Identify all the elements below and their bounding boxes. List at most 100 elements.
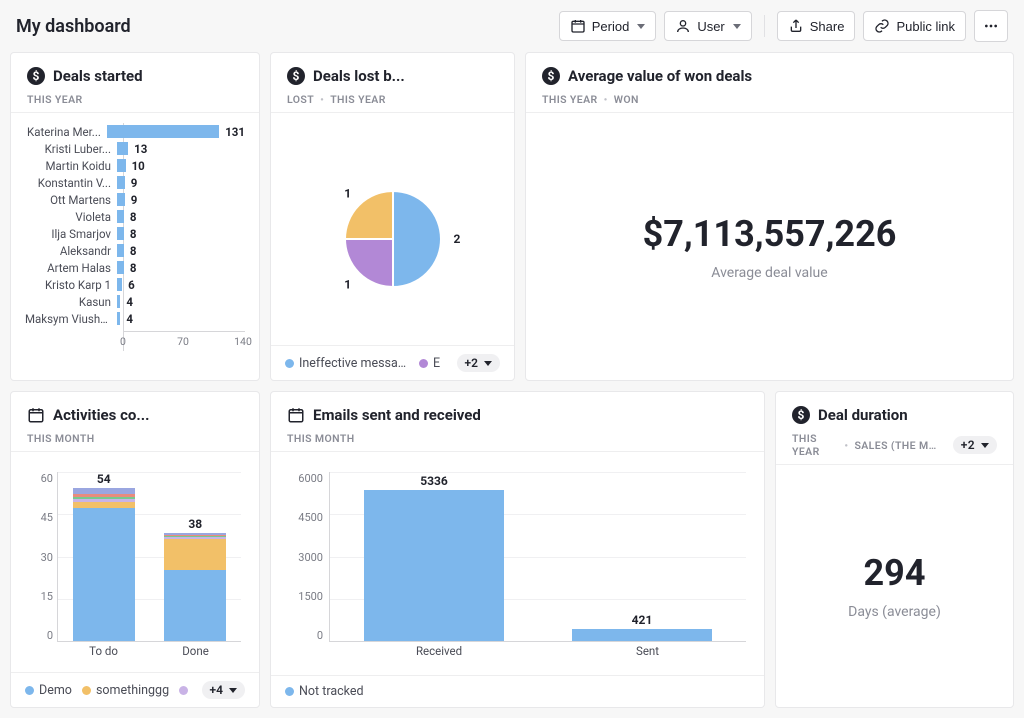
hbar-row: Kasun 4: [25, 293, 245, 310]
hbar-fill: [117, 210, 124, 223]
chevron-down-icon: [637, 24, 645, 29]
user-dropdown[interactable]: User: [664, 11, 751, 41]
hbar-row: Katerina Mer... 131: [25, 123, 245, 140]
card-title-text: Deals started: [53, 67, 143, 85]
hbar-fill: [117, 159, 126, 172]
bar-column: 38: [164, 517, 226, 641]
card-title-text: Deals lost b...: [313, 67, 405, 85]
card-title-text: Activities co...: [53, 406, 149, 424]
user-icon: [675, 18, 691, 34]
hbar-row: Kristi Luber... 13: [25, 140, 245, 157]
bar-fill: [572, 629, 712, 641]
activities-legend: Demo somethinggg +4: [11, 672, 259, 707]
public-link-button[interactable]: Public link: [863, 11, 966, 41]
svg-text:1: 1: [344, 277, 351, 291]
bar-segment: [164, 539, 226, 570]
card-sub: LOST: [287, 93, 314, 106]
bar-segment: [164, 570, 226, 641]
bar-column: 5336: [364, 474, 504, 641]
dashboard-row-1: $ Deals started THIS YEAR Katerina Mer..…: [0, 52, 1024, 391]
page-title: My dashboard: [16, 16, 131, 37]
legend-item: Ineffective messaging: [285, 356, 409, 371]
hbar-label: Artem Halas: [25, 261, 117, 275]
hbar-label: Martin Koidu: [25, 159, 117, 173]
hbar-fill: [107, 125, 219, 138]
hbar-value: 8: [130, 261, 137, 275]
hbar-label: Violeta: [25, 210, 117, 224]
more-button[interactable]: [974, 10, 1008, 42]
card-sub: THIS MONTH: [287, 432, 355, 445]
hbar-value: 9: [131, 176, 138, 190]
filter-overflow-pill[interactable]: +2: [953, 436, 997, 454]
card-deals-started: $ Deals started THIS YEAR Katerina Mer..…: [10, 52, 260, 381]
bar-column: 421: [572, 613, 712, 641]
bar-column: 54: [73, 472, 135, 641]
card-sub: THIS YEAR: [542, 93, 598, 106]
share-label: Share: [810, 19, 845, 34]
avg-value-subtitle: Average deal value: [711, 265, 827, 281]
share-button[interactable]: Share: [777, 11, 856, 41]
hbar-label: Aleksandr: [25, 244, 117, 258]
hbar-row: Ilja Smarjov 8: [25, 225, 245, 242]
legend-item: somethinggg: [82, 683, 169, 698]
activities-chart: 604530150 54 38 To doDone: [11, 452, 259, 672]
hbar-value: 10: [132, 159, 145, 173]
topbar-actions: Period User Share Public link: [559, 10, 1008, 42]
calendar-icon: [570, 18, 586, 34]
more-icon: [983, 18, 999, 34]
legend-item: E: [419, 356, 440, 371]
card-sub: THIS YEAR: [330, 93, 386, 106]
chevron-down-icon: [733, 24, 741, 29]
share-icon: [788, 18, 804, 34]
hbar-value: 8: [130, 244, 137, 258]
hbar-fill: [117, 244, 124, 257]
deal-duration-subtitle: Days (average): [848, 604, 941, 620]
card-sub: SALES (THE MAIN O: [854, 439, 940, 452]
legend-item: Demo: [25, 683, 72, 698]
legend-overflow-pill[interactable]: +4: [202, 681, 245, 699]
bar-value: 421: [632, 613, 653, 627]
deals-lost-legend: Ineffective messaging E +2: [271, 345, 514, 380]
public-link-label: Public link: [896, 19, 955, 34]
svg-text:$: $: [293, 69, 300, 83]
emails-chart: 60004500300015000 5336 421 ReceivedSent: [271, 452, 764, 675]
hbar-value: 4: [126, 312, 133, 326]
calendar-icon: [27, 406, 45, 424]
hbar-row: Maksym Viushkin 4: [25, 310, 245, 327]
period-dropdown[interactable]: Period: [559, 11, 657, 41]
hbar-fill: [117, 295, 120, 308]
hbar-label: Konstantin V...: [25, 176, 117, 190]
hbar-label: Ilja Smarjov: [25, 227, 117, 241]
hbar-label: Kasun: [25, 295, 117, 309]
hbar-value: 131: [225, 125, 245, 139]
link-icon: [874, 18, 890, 34]
hbar-fill: [117, 261, 124, 274]
emails-legend: Not tracked: [271, 675, 764, 707]
money-icon: $: [287, 67, 305, 85]
hbar-fill: [117, 227, 124, 240]
hbar-fill: [117, 278, 122, 291]
calendar-icon: [287, 406, 305, 424]
hbar-value: 6: [128, 278, 135, 292]
hbar-value: 8: [130, 227, 137, 241]
hbar-label: Ott Martens: [25, 193, 117, 207]
hbar-label: Katerina Mer...: [25, 125, 107, 139]
hbar-value: 13: [134, 142, 147, 156]
card-title-text: Average value of won deals: [568, 67, 752, 85]
legend-overflow-pill[interactable]: +2: [457, 354, 500, 372]
hbar-value: 9: [131, 193, 138, 207]
bar-total: 38: [188, 517, 202, 531]
hbar-value: 4: [126, 295, 133, 309]
legend-item: [179, 686, 188, 695]
avg-value-number: $7,113,557,226: [643, 213, 897, 255]
hbar-fill: [117, 312, 120, 325]
period-label: Period: [592, 19, 630, 34]
legend-item: Not tracked: [285, 684, 364, 699]
card-avg-value: $ Average value of won deals THIS YEAR •…: [525, 52, 1014, 381]
money-icon: $: [792, 406, 810, 424]
svg-text:$: $: [798, 408, 805, 422]
card-sub: THIS YEAR: [792, 432, 838, 458]
svg-text:$: $: [548, 69, 555, 83]
user-label: User: [697, 19, 724, 34]
card-sub: THIS YEAR: [27, 93, 83, 106]
